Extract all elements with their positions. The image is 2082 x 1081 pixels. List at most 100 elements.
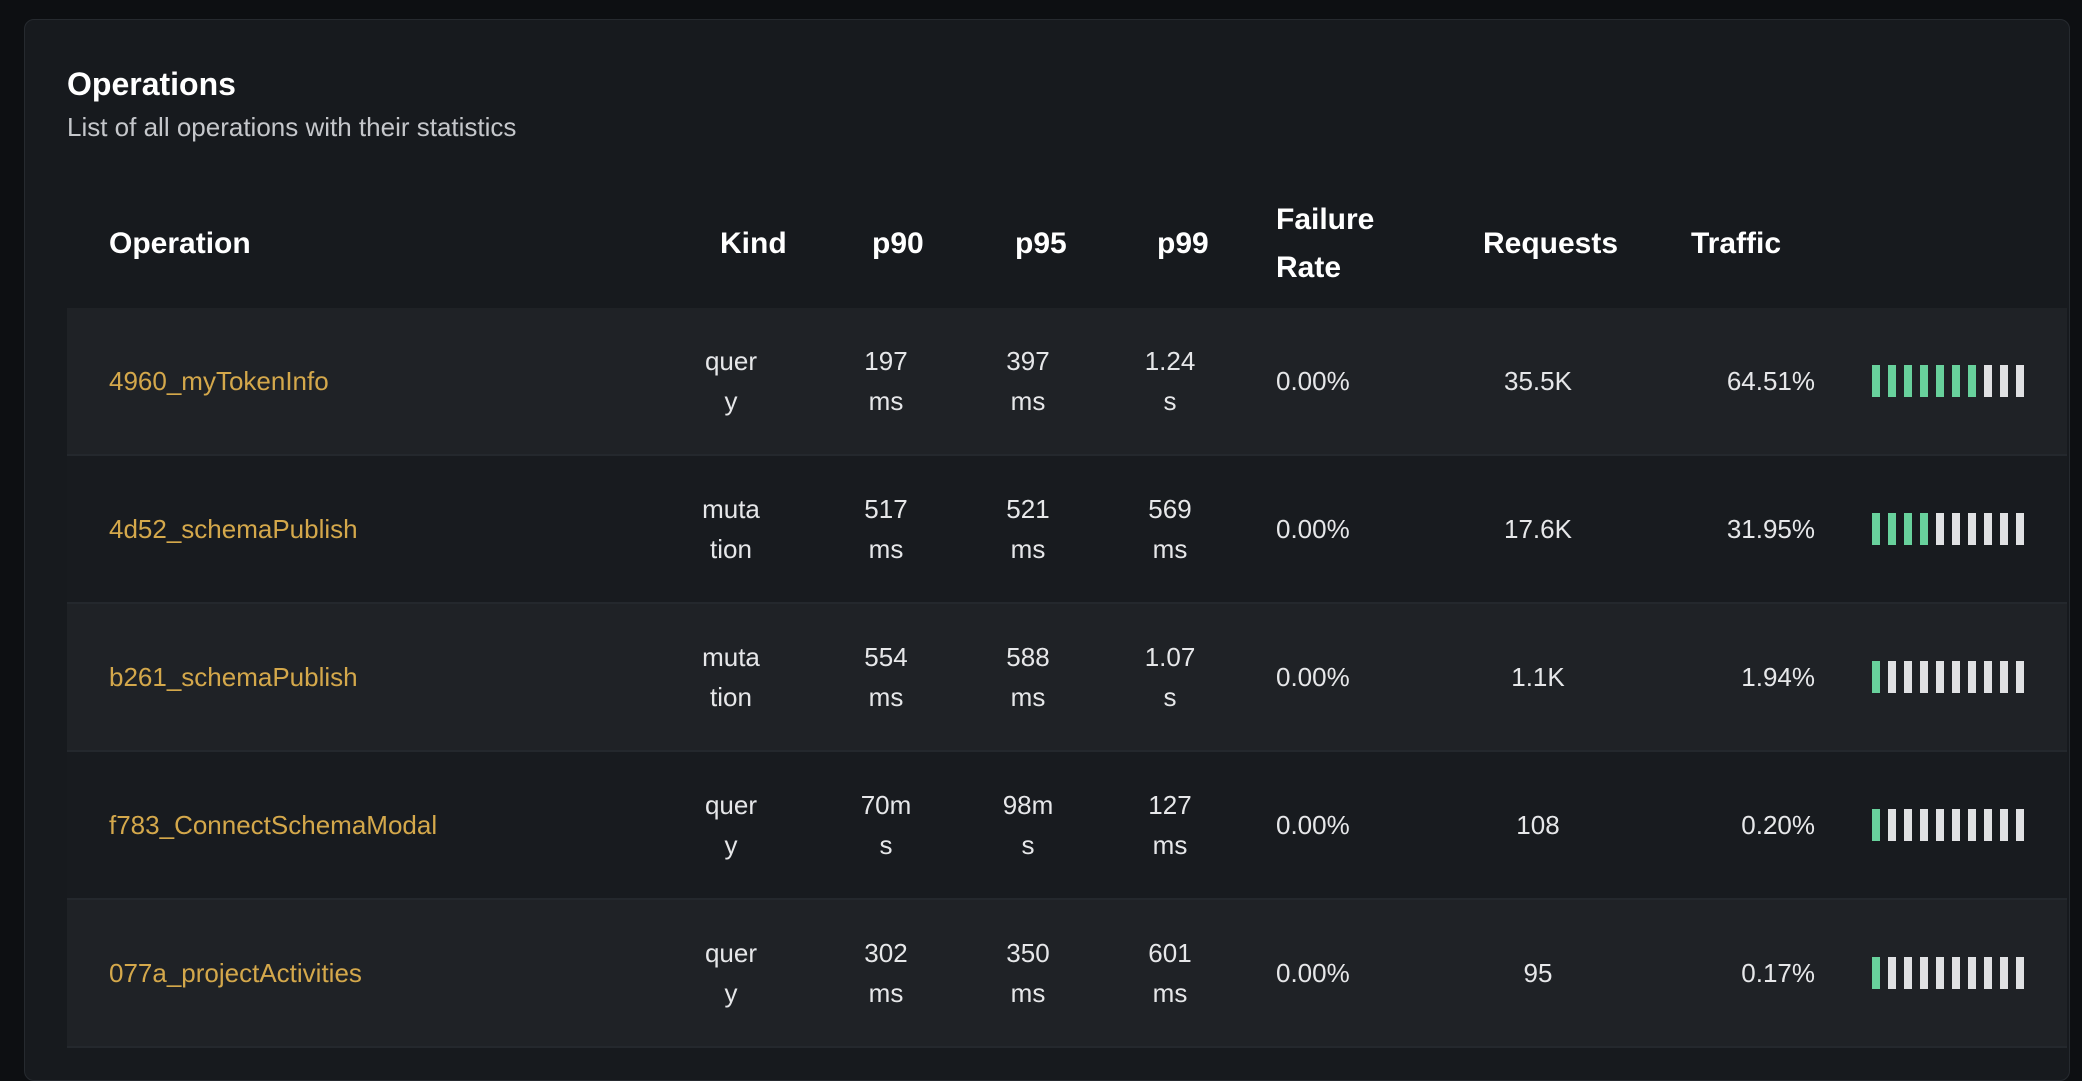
panel-title: Operations (67, 66, 236, 102)
traffic-bar-empty (1920, 957, 1928, 989)
cell-failure-rate: 0.00% (1276, 514, 1350, 544)
traffic-bar-empty (1920, 661, 1928, 693)
traffic-bar-filled (1920, 513, 1928, 545)
traffic-bar-empty (1888, 957, 1896, 989)
traffic-bar-empty (2000, 957, 2008, 989)
traffic-bar-empty (2016, 957, 2024, 989)
operation-link[interactable]: 4960_myTokenInfo (109, 366, 329, 396)
traffic-bar-meter (1872, 365, 2024, 397)
operations-panel: Operations List of all operations with t… (24, 19, 2070, 1081)
traffic-bar-empty (1904, 809, 1912, 841)
traffic-bar-empty (1984, 957, 1992, 989)
cell-p99: 569 ms (1148, 494, 1192, 564)
traffic-bar-filled (1904, 513, 1912, 545)
traffic-bar-empty (1968, 809, 1976, 841)
operation-link[interactable]: f783_ConnectSchemaModal (109, 810, 438, 840)
cell-p95: 521 ms (1006, 494, 1050, 564)
traffic-bar-empty (2016, 809, 2024, 841)
operation-link[interactable]: 077a_projectActivities (109, 958, 362, 988)
traffic-bar-empty (1984, 661, 1992, 693)
table-row[interactable]: 4960_myTokenInfo query 197 ms 397 ms 1.24 s 0… (67, 308, 2067, 456)
header-operation[interactable]: Operation (109, 227, 251, 260)
cell-failure-rate: 0.00% (1276, 958, 1350, 988)
traffic-bar-filled (1872, 513, 1880, 545)
table-header: Operation Kind p90 p95 p99 Failure Rate … (67, 180, 2067, 308)
traffic-bar-empty (1968, 513, 1976, 545)
cell-requests: 108 (1516, 810, 1560, 840)
cell-failure-rate: 0.00% (1276, 366, 1350, 396)
traffic-bar-empty (1936, 661, 1944, 693)
traffic-bar-empty (2016, 661, 2024, 693)
cell-p95: 588 ms (1006, 642, 1050, 712)
traffic-bar-empty (1936, 513, 1944, 545)
cell-p95: 98ms (1002, 790, 1054, 860)
traffic-bar-empty (1904, 957, 1912, 989)
table-row[interactable]: 077a_projectActivities query 302 ms 350 ms 6… (67, 900, 2067, 1048)
cell-p99: 601 ms (1148, 938, 1192, 1008)
traffic-bar-filled (1920, 365, 1928, 397)
traffic-bar-empty (1984, 365, 1992, 397)
table-row[interactable]: f783_ConnectSchemaModal query 70ms 98ms 127 … (67, 752, 2067, 900)
traffic-bar-empty (2016, 365, 2024, 397)
traffic-bar-meter (1872, 513, 2024, 545)
traffic-bar-filled (1872, 661, 1880, 693)
cell-p90: 70ms (860, 790, 912, 860)
traffic-bar-filled (1872, 365, 1880, 397)
cell-p90: 302 ms (864, 938, 908, 1008)
cell-traffic: 0.20% (1741, 810, 1815, 840)
traffic-bar-filled (1888, 513, 1896, 545)
traffic-bar-empty (2016, 513, 2024, 545)
header-traffic[interactable]: Traffic (1691, 227, 1782, 260)
traffic-bar-empty (1888, 809, 1896, 841)
header-requests[interactable]: Requests (1483, 227, 1619, 260)
cell-p90: 517 ms (864, 494, 908, 564)
traffic-bar-filled (1872, 957, 1880, 989)
cell-traffic: 0.17% (1741, 958, 1815, 988)
traffic-bar-filled (1872, 809, 1880, 841)
operation-link[interactable]: 4d52_schemaPublish (109, 514, 358, 544)
traffic-bar-filled (1936, 365, 1944, 397)
cell-requests: 17.6K (1504, 514, 1572, 544)
cell-p99: 127 ms (1148, 790, 1192, 860)
cell-p95: 350 ms (1006, 938, 1050, 1008)
cell-p95: 397 ms (1006, 346, 1050, 416)
traffic-bar-empty (1952, 513, 1960, 545)
operation-link[interactable]: b261_schemaPublish (109, 662, 358, 692)
header-kind[interactable]: Kind (720, 227, 787, 260)
header-failure-rate[interactable]: Failure Rate (1276, 203, 1375, 284)
table-row[interactable]: b261_schemaPublish mutation 554 ms 588 ms 1.… (67, 604, 2067, 752)
traffic-bar-meter (1872, 809, 2024, 841)
cell-kind: query (704, 346, 758, 416)
traffic-bar-empty (1952, 957, 1960, 989)
cell-requests: 1.1K (1511, 662, 1565, 692)
traffic-bar-empty (1936, 957, 1944, 989)
panel-subtitle: List of all operations with their statis… (67, 112, 517, 142)
header-p95[interactable]: p95 (1015, 227, 1067, 260)
traffic-bar-empty (2000, 809, 2008, 841)
traffic-bar-filled (1888, 365, 1896, 397)
cell-failure-rate: 0.00% (1276, 810, 1350, 840)
cell-p90: 554 ms (864, 642, 908, 712)
traffic-bar-empty (1920, 809, 1928, 841)
header-p90[interactable]: p90 (872, 227, 924, 260)
traffic-bar-empty (1968, 661, 1976, 693)
cell-traffic: 31.95% (1726, 514, 1815, 544)
cell-traffic: 64.51% (1726, 366, 1815, 396)
cell-requests: 95 (1523, 958, 1553, 988)
traffic-bar-empty (1888, 661, 1896, 693)
traffic-bar-empty (1984, 809, 1992, 841)
traffic-bar-empty (1952, 661, 1960, 693)
cell-p99: 1.07 s (1144, 642, 1196, 712)
cell-p99: 1.24 s (1144, 346, 1196, 416)
traffic-bar-empty (1904, 661, 1912, 693)
traffic-bar-empty (1952, 809, 1960, 841)
cell-kind: query (704, 790, 758, 860)
header-p99[interactable]: p99 (1157, 227, 1209, 260)
cell-traffic: 1.94% (1741, 662, 1815, 692)
table-row[interactable]: 4d52_schemaPublish mutation 517 ms 521 ms 56… (67, 456, 2067, 604)
cell-p90: 197 ms (864, 346, 908, 416)
cell-failure-rate: 0.00% (1276, 662, 1350, 692)
traffic-bar-filled (1968, 365, 1976, 397)
traffic-bar-empty (2000, 365, 2008, 397)
